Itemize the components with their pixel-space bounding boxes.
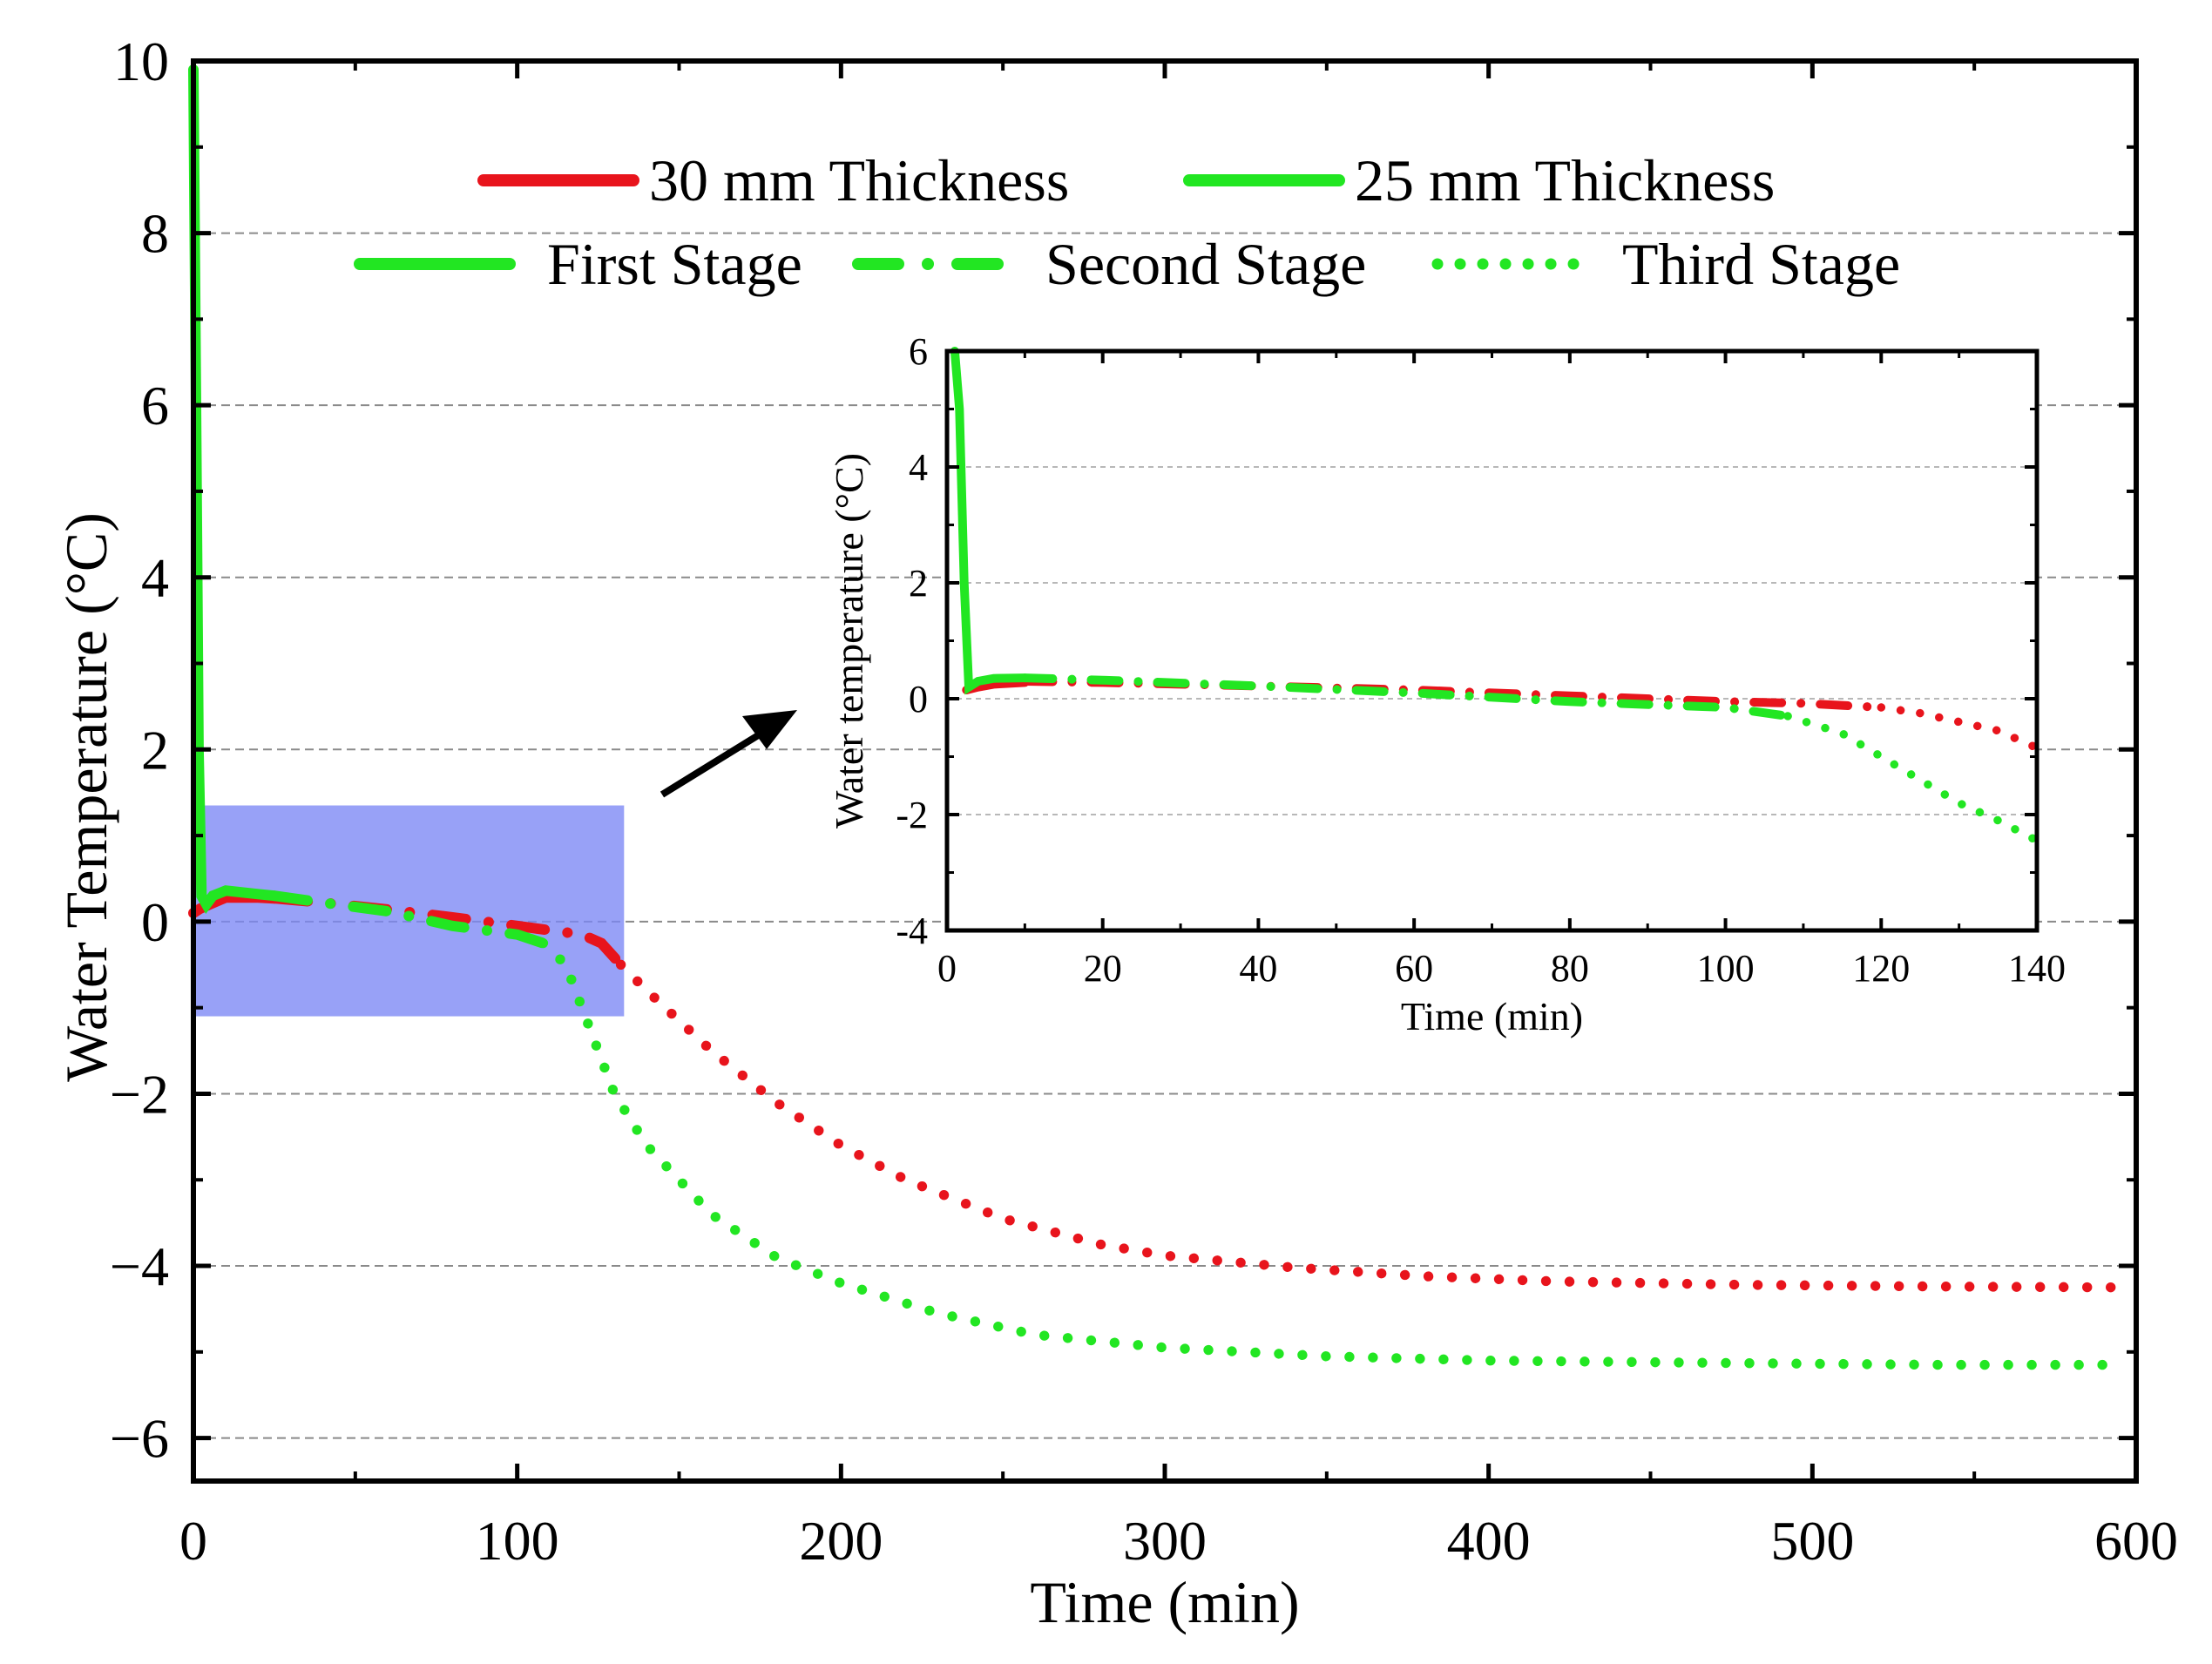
y-tick-label: −2 [110, 1063, 169, 1125]
y-tick-label: 0 [141, 891, 169, 953]
x-tick-label: 300 [1123, 1510, 1207, 1572]
inset-axis-ticks [945, 349, 2039, 932]
inset-background [947, 351, 2037, 930]
y-tick-label: 4 [141, 547, 169, 609]
main-series-30-mm-thickness-third-stage [615, 959, 2126, 1293]
inset-x-tick-label: 140 [2008, 947, 2066, 990]
arrow-icon [660, 710, 797, 798]
main-plot-series [188, 64, 2126, 1370]
x-tick-label: 500 [1770, 1510, 1854, 1572]
legend: 30 mm Thickness 25 mm Thickness First Stag… [354, 147, 1900, 297]
legend-label-third-stage: Third Stage [1622, 231, 1900, 297]
x-tick-label: 100 [476, 1510, 559, 1572]
x-axis-title: Time (min) [1030, 1569, 1299, 1635]
inset-x-tick-label: 100 [1697, 947, 1755, 990]
inset-y-tick-labels: -4 -2 0 2 4 6 [896, 330, 928, 952]
inset-series-30-mm-thickness-third-stage [1877, 703, 2041, 753]
legend-label-first-stage: First Stage [547, 231, 802, 297]
inset-x-tick-label: 120 [1852, 947, 1910, 990]
main-y-tick-labels: −6 −4 −2 0 2 4 6 8 10 [110, 30, 169, 1470]
inset-y-tick-label: 2 [909, 562, 928, 605]
inset-x-tick-label: 0 [937, 947, 957, 990]
inset-series-25-mm-thickness-third-stage [1783, 712, 2041, 845]
x-tick-label: 600 [2094, 1510, 2178, 1572]
legend-label-30-mm-thickness: 30 mm Thickness [649, 147, 1069, 213]
x-tick-label: 400 [1447, 1510, 1531, 1572]
main-series-25-mm-thickness-second-stage [268, 890, 549, 949]
y-tick-label: 10 [113, 30, 169, 92]
y-tick-label: 2 [141, 719, 169, 781]
x-tick-label: 200 [799, 1510, 883, 1572]
main-x-tick-labels: 0 100 200 300 400 500 600 [179, 1510, 2178, 1572]
inset-x-tick-labels: 0 20 40 60 80 100 120 140 [937, 947, 2066, 990]
inset-x-tick-label: 60 [1395, 947, 1433, 990]
inset-y-tick-label: 6 [909, 330, 928, 373]
y-tick-label: −6 [110, 1408, 169, 1470]
x-tick-label: 0 [179, 1510, 207, 1572]
main-series-25-mm-thickness-first-stage [188, 64, 280, 915]
inset-y-tick-label: 4 [909, 446, 928, 489]
inset-x-tick-label: 80 [1551, 947, 1589, 990]
main-axis-ticks [191, 58, 2139, 1481]
y-tick-label: −4 [110, 1235, 169, 1297]
y-tick-label: 6 [141, 375, 169, 436]
main-series-30-mm-thickness-second-stage [268, 893, 626, 971]
inset-y-tick-label: 0 [909, 678, 928, 720]
inset-plot-series [950, 347, 2041, 845]
inset-x-tick-label: 40 [1239, 947, 1277, 990]
inset-y-tick-label: -2 [896, 794, 928, 836]
inset-x-axis-title: Time (min) [1401, 994, 1583, 1038]
y-tick-label: 8 [141, 203, 169, 265]
y-axis-title: Water Temperature (°C) [53, 512, 119, 1082]
inset-x-tick-label: 20 [1084, 947, 1122, 990]
legend-label-second-stage: Second Stage [1045, 231, 1366, 297]
inset-series-25-mm-thickness-second-stage [1020, 673, 1793, 720]
legend-label-25-mm-thickness: 25 mm Thickness [1355, 147, 1775, 213]
inset-plot: 0 20 40 60 80 100 120 140 -4 -2 0 2 4 6 Time (min) W… [827, 330, 2066, 1038]
inset-series-25-mm-thickness-first-stage [950, 347, 1030, 695]
inset-y-tick-label: -4 [896, 910, 928, 952]
inset-y-axis-title: Water temperature (°C) [827, 453, 871, 829]
